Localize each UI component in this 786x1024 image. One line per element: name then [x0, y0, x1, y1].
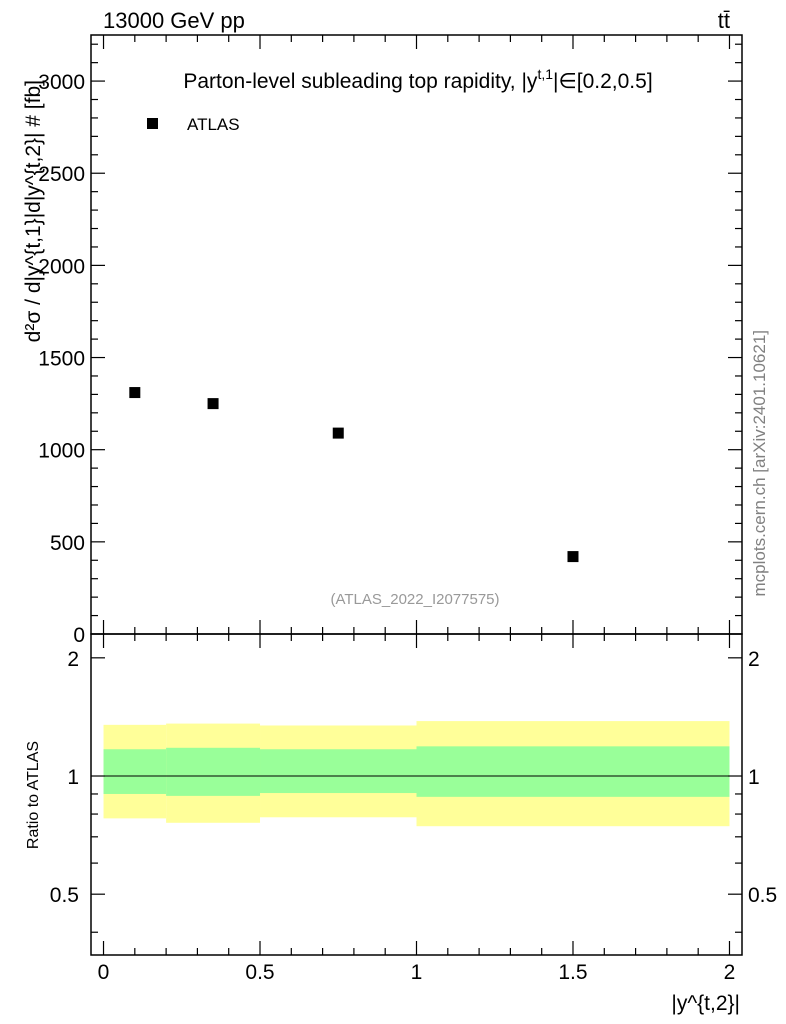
ratio-band-stat: [166, 747, 261, 796]
y-tick-label: 0: [73, 624, 85, 647]
main-y-axis-label: d²σ / d|y^{t,1}|d|y^{t,2}| # [fb]: [22, 80, 45, 342]
ratio-y-tick-label-right: 0.5: [748, 884, 777, 907]
x-tick-label: 2: [724, 961, 736, 984]
data-point: [332, 427, 344, 439]
x-tick-label: 1: [411, 961, 423, 984]
chart-title-prefix: Parton-level subleading top rapidity, |y: [183, 70, 538, 93]
chart-title-sup: t,1: [537, 66, 553, 82]
y-tick-label: 1000: [38, 440, 85, 463]
ratio-y-tick-label-left: 2: [67, 648, 79, 671]
x-tick-label: 0.5: [245, 961, 274, 984]
analysis-watermark: (ATLAS_2022_I2077575): [330, 591, 499, 608]
ratio-panel: 0.5 0.5 1 1 2 2 0 0.5 1 1.5 2 Ratio to ATLAS |y^{…: [25, 633, 777, 1015]
ratio-y-tick-label-right: 1: [748, 766, 760, 789]
ratio-y-tick-label-right: 2: [748, 648, 760, 671]
main-panel: 0 500 1000 1500 2000 2500 3000 Parton-level su…: [22, 34, 743, 647]
ratio-y-tick-label-left: 1: [67, 766, 79, 789]
x-axis-label: |y^{t,2}|: [671, 992, 740, 1015]
data-point: [129, 387, 141, 399]
process-label: tt̄: [718, 8, 730, 33]
ratio-band-stat: [260, 749, 417, 794]
data-point: [567, 551, 579, 563]
main-x-ticks: [102, 35, 731, 634]
data-point: [207, 398, 219, 410]
chart-title: Parton-level subleading top rapidity, |y…: [183, 66, 652, 93]
y-tick-label: 500: [50, 532, 85, 555]
ratio-y-tick-label-left: 0.5: [50, 884, 79, 907]
y-tick-label: 3000: [38, 71, 85, 94]
main-marks: [129, 387, 579, 563]
ratio-bands: [103, 721, 730, 827]
energy-label: 13000 GeV pp: [103, 8, 245, 33]
ratio-y-axis-label: Ratio to ATLAS: [25, 741, 42, 849]
ratio-y-ticks: 0.5 0.5 1 1 2 2: [50, 648, 777, 933]
x-tick-label: 0: [98, 961, 110, 984]
ratio-band-stat: [103, 749, 167, 794]
legend-label-atlas: ATLAS: [187, 115, 240, 134]
x-tick-label: 1.5: [558, 961, 587, 984]
y-tick-label: 2000: [38, 255, 85, 278]
side-label: mcplots.cern.ch [arXiv:2401.10621]: [750, 330, 769, 596]
legend-marker-atlas: [147, 118, 158, 129]
ratio-x-ticks: 0 0.5 1 1.5 2: [98, 634, 736, 984]
chart-title-suffix: |∈[0.2,0.5]: [553, 70, 653, 93]
main-y-ticks: 0 500 1000 1500 2000 2500 3000: [38, 43, 742, 647]
y-tick-label: 1500: [38, 348, 85, 371]
ratio-band-stat: [416, 746, 730, 797]
y-tick-label: 2500: [38, 163, 85, 186]
